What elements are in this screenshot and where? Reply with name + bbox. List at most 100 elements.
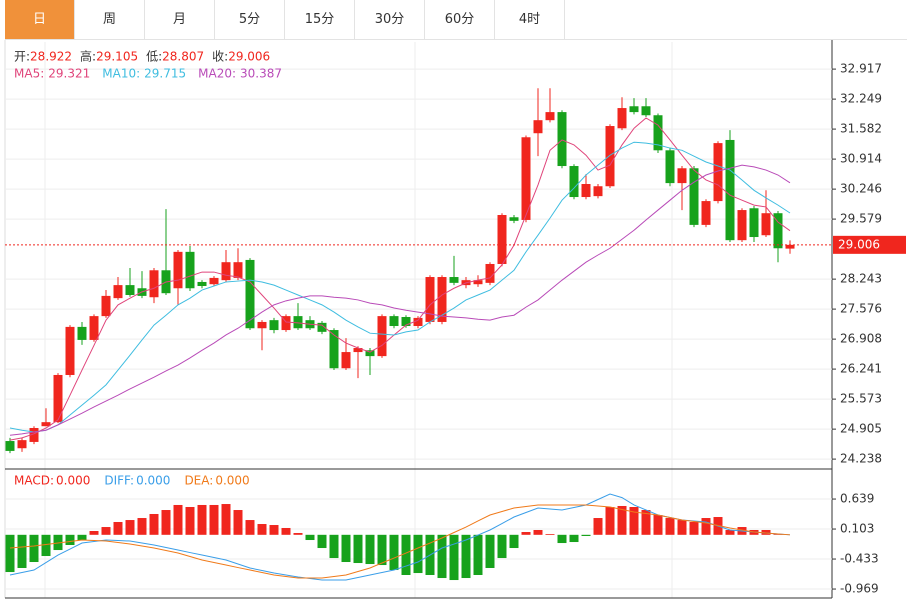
candle-body <box>545 112 555 121</box>
macd-bar <box>725 529 735 535</box>
macd-bar <box>245 520 255 535</box>
candle-body <box>173 251 183 289</box>
candle-body <box>341 352 351 369</box>
candle-body <box>269 320 279 331</box>
macd-bar <box>5 534 15 573</box>
candle-body <box>197 281 207 287</box>
macd-bar <box>389 534 399 571</box>
y-tick-label: 24.238 <box>840 452 882 466</box>
tab[interactable]: 60分 <box>425 0 495 39</box>
candle-body <box>233 262 243 278</box>
legend-text: 28.807 <box>162 50 204 64</box>
legend-text: 29.105 <box>96 50 138 64</box>
candle-body <box>773 213 783 249</box>
macd-bar <box>209 504 219 535</box>
candle-body <box>5 441 15 451</box>
macd-bar <box>293 533 303 535</box>
macd-bar <box>533 529 543 535</box>
candle-body <box>785 244 795 249</box>
macd-bar <box>365 534 375 565</box>
candle-body <box>689 168 699 225</box>
macd-bar <box>629 506 639 535</box>
macd-bar <box>569 534 579 543</box>
legend-text: 0.000 <box>56 474 90 488</box>
macd-bar <box>653 514 663 535</box>
indicator-line <box>9 141 791 433</box>
macd-bar <box>701 518 711 535</box>
macd-bar <box>377 534 387 566</box>
macd-bar <box>173 504 183 535</box>
macd-bar <box>113 521 123 535</box>
candle-body <box>401 317 411 326</box>
candle-body <box>665 150 675 184</box>
legend-text: DIFF: <box>104 474 134 488</box>
candle-body <box>17 440 27 449</box>
macd-bar <box>257 524 267 535</box>
macd-bar <box>53 534 63 551</box>
candle-body <box>653 115 663 151</box>
candle-body <box>713 143 723 202</box>
macd-bar <box>677 520 687 535</box>
macd-bar <box>197 504 207 535</box>
y-tick-label: 32.917 <box>840 62 882 76</box>
legend-text: DEA: <box>184 474 213 488</box>
macd-bar <box>161 510 171 535</box>
candle-body <box>41 422 51 427</box>
legend-text: MACD: <box>14 474 54 488</box>
tab[interactable]: 5分 <box>215 0 285 39</box>
candle-body <box>485 263 495 283</box>
candle-body <box>437 277 447 322</box>
macd-bar <box>77 534 87 541</box>
macd-bar <box>185 506 195 535</box>
candle-body <box>737 210 747 241</box>
legend-text: 开: <box>14 50 30 64</box>
tab[interactable]: 30分 <box>355 0 425 39</box>
y-tick-label: -0.433 <box>840 552 879 566</box>
candle-body <box>101 295 111 317</box>
y-tick-label: 25.573 <box>840 392 882 406</box>
macd-bar <box>689 521 699 535</box>
y-tick-label: 32.249 <box>840 92 882 106</box>
candle-body <box>701 201 711 225</box>
macd-bar <box>317 534 327 549</box>
legend-text: 29.321 <box>48 67 90 81</box>
macd-bar <box>593 518 603 535</box>
macd-bar <box>485 534 495 569</box>
last-price-box <box>833 235 906 254</box>
candle-body <box>389 316 399 326</box>
candle-body <box>641 106 651 116</box>
candle-body <box>581 184 591 198</box>
legend-text: 0.000 <box>136 474 170 488</box>
macd-bar <box>473 534 483 575</box>
macd-bar <box>101 527 111 535</box>
last-price-label: 29.006 <box>838 237 880 251</box>
legend-text: 29.006 <box>228 50 270 64</box>
candle-body <box>749 208 759 238</box>
macd-bar <box>401 534 411 575</box>
candle-body <box>593 186 603 197</box>
tab[interactable]: 月 <box>145 0 215 39</box>
candle-body <box>317 322 327 332</box>
tab[interactable]: 15分 <box>285 0 355 39</box>
candle-body <box>377 316 387 357</box>
macd-bar <box>509 534 519 549</box>
candle-body <box>761 213 771 236</box>
tab[interactable]: 4时 <box>495 0 565 39</box>
indicator-line <box>9 493 791 581</box>
legend-text: MA5: <box>14 67 44 81</box>
macd-bar <box>29 534 39 563</box>
candle-body <box>149 270 159 298</box>
candle-body <box>257 321 267 329</box>
candle-body <box>605 126 615 187</box>
tab[interactable]: 日 <box>5 0 75 39</box>
legend-text: 28.922 <box>30 50 72 64</box>
macd-bar <box>305 534 315 541</box>
legend-text: 0.000 <box>215 474 249 488</box>
legend-text: 30.387 <box>240 67 282 81</box>
macd-bar <box>233 510 243 535</box>
tab[interactable]: 周 <box>75 0 145 39</box>
candle-body <box>521 137 531 220</box>
candle-body <box>293 316 303 329</box>
